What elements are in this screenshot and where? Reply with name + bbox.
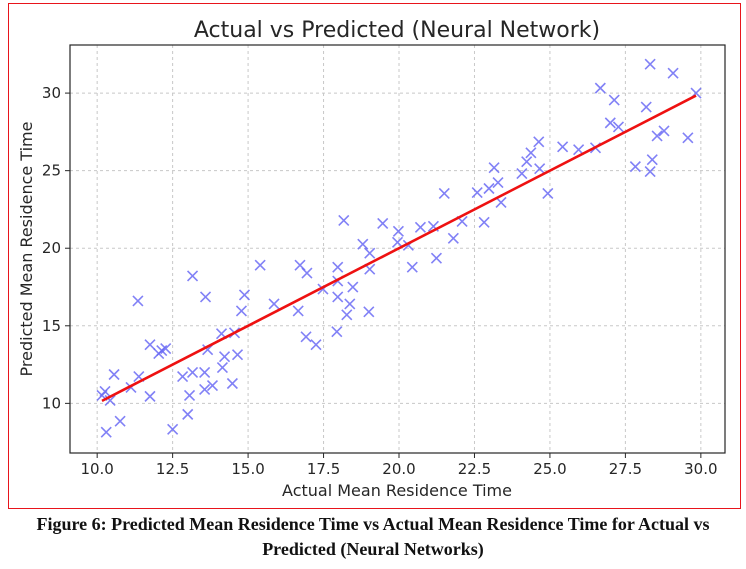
data-point: [347, 281, 359, 293]
scatter-chart: Actual vs Predicted (Neural Network) 10.…: [17, 18, 726, 500]
data-point: [332, 261, 344, 273]
data-point: [99, 385, 111, 397]
x-tick-label: 12.5: [156, 460, 189, 478]
x-tick-label: 10.0: [80, 460, 113, 478]
data-point: [533, 136, 545, 148]
reference-line: [101, 94, 697, 403]
data-point: [430, 252, 443, 264]
data-point: [300, 331, 312, 343]
y-tick-label: 25: [42, 162, 61, 180]
figure-caption: Figure 6: Predicted Mean Residence Time …: [36, 514, 710, 559]
data-point: [604, 117, 616, 129]
data-point: [488, 162, 500, 174]
data-point: [363, 306, 375, 318]
data-point: [651, 130, 663, 142]
data-point: [338, 214, 350, 227]
data-point: [199, 291, 212, 303]
data-point: [206, 379, 219, 392]
ticks: 10.0 12.5 15.0 17.5 20.0 22.5 25.0 27.5 30.0 10 15…: [42, 84, 718, 478]
data-point: [100, 426, 112, 438]
data-point: [364, 247, 376, 259]
data-point: [310, 339, 322, 351]
data-point: [658, 125, 670, 137]
data-point: [646, 154, 658, 166]
data-point: [132, 295, 144, 307]
data-point: [167, 423, 179, 435]
data-point: [186, 270, 199, 282]
data-point: [114, 415, 126, 427]
data-point: [226, 377, 238, 390]
data-point: [377, 217, 389, 229]
data-point: [525, 147, 537, 159]
x-tick-label: 22.5: [458, 460, 491, 478]
data-point: [268, 298, 280, 310]
data-point: [516, 168, 528, 180]
reference-line-group: [101, 94, 697, 403]
data-point: [392, 225, 404, 237]
data-point: [612, 121, 625, 133]
data-point: [332, 291, 344, 303]
chart-title: Actual vs Predicted (Neural Network): [194, 18, 600, 43]
data-point: [483, 182, 495, 195]
data-point: [199, 383, 211, 395]
data-point: [331, 326, 343, 338]
data-point: [594, 82, 606, 94]
data-point: [177, 370, 189, 383]
data-point: [471, 186, 483, 199]
data-point: [495, 196, 507, 209]
data-point: [542, 187, 554, 200]
data-point: [344, 298, 356, 310]
x-axis-label: Actual Mean Residence Time: [282, 481, 512, 500]
data-point: [292, 305, 304, 317]
data-point: [608, 94, 620, 106]
data-point: [254, 259, 266, 271]
data-point: [144, 390, 156, 402]
data-point: [682, 132, 694, 144]
data-point: [183, 389, 196, 402]
data-point: [216, 361, 228, 374]
data-point: [341, 309, 353, 321]
data-point: [640, 101, 652, 113]
data-point: [534, 163, 546, 175]
data-point: [235, 305, 248, 317]
y-tick-label: 10: [42, 394, 61, 412]
data-point: [478, 216, 490, 228]
data-point: [438, 187, 450, 200]
data-point: [521, 156, 533, 168]
data-point: [406, 261, 418, 273]
data-point: [202, 344, 214, 356]
data-point: [492, 177, 504, 189]
x-tick-label: 17.5: [307, 460, 340, 478]
y-tick-label: 15: [42, 317, 61, 335]
data-point: [667, 67, 679, 79]
data-point: [238, 289, 251, 301]
data-point: [144, 339, 156, 351]
axes-frame: [69, 44, 726, 454]
data-point: [447, 232, 459, 244]
figure-border: [8, 3, 741, 509]
data-point: [414, 221, 427, 233]
data-point: [629, 161, 641, 173]
data-point: [644, 166, 656, 178]
x-tick-label: 30.0: [684, 460, 717, 478]
y-tick-label: 30: [42, 84, 61, 102]
y-axis-label: Predicted Mean Residence Time: [17, 122, 36, 377]
data-point: [182, 408, 194, 420]
data-point: [357, 238, 369, 250]
x-tick-label: 15.0: [231, 460, 264, 478]
data-point: [218, 351, 231, 363]
data-point: [160, 343, 172, 355]
data-point: [644, 58, 656, 70]
data-point: [199, 366, 211, 379]
data-point: [557, 141, 569, 153]
x-tick-label: 20.0: [382, 460, 415, 478]
data-point: [231, 349, 244, 361]
y-tick-label: 20: [42, 239, 61, 257]
data-point: [391, 236, 404, 248]
data-point: [301, 267, 313, 279]
data-point: [108, 368, 120, 381]
x-tick-label: 25.0: [533, 460, 566, 478]
data-point: [186, 366, 199, 379]
x-tick-label: 27.5: [609, 460, 642, 478]
